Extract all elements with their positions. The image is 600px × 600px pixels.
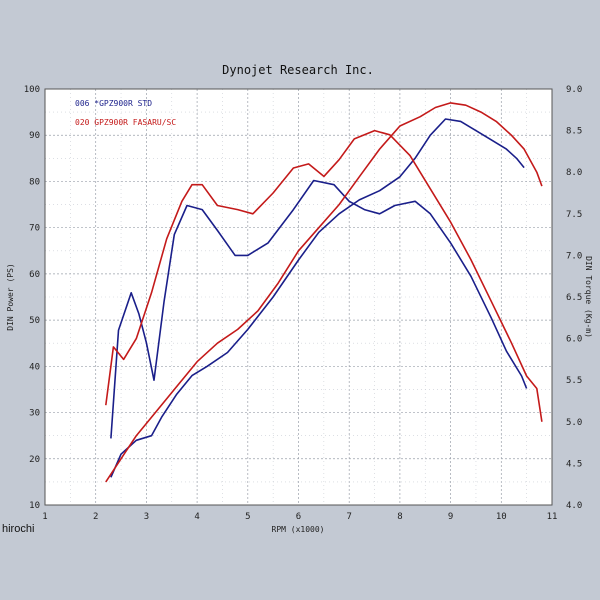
x-tick-label: 6	[296, 512, 301, 522]
y-left-tick-label: 20	[29, 455, 40, 465]
x-tick-label: 9	[448, 512, 453, 522]
plot-border	[44, 88, 553, 506]
x-tick-label: 10	[496, 512, 507, 522]
x-tick-label: 1	[42, 512, 47, 522]
x-tick-label: 2	[93, 512, 98, 522]
legend-entry-std: 006 *GPZ900R STD	[75, 99, 152, 108]
x-tick-label: 11	[547, 512, 558, 522]
y-right-tick-label: 5.0	[566, 418, 582, 428]
y-axis-left-label: DIN Power (PS)	[6, 263, 15, 330]
legend-entry-fasaru: 020 GPZ900R FASARU/SC	[75, 118, 176, 127]
y-right-tick-label: 4.5	[566, 459, 582, 469]
torque-line-fasaru	[105, 129, 543, 422]
x-tick-label: 5	[245, 512, 250, 522]
chart-title: Dynojet Research Inc.	[222, 63, 374, 77]
y-right-tick-label: 6.0	[566, 335, 582, 345]
torque-line-std	[110, 179, 528, 439]
y-right-tick-label: 4.0	[566, 501, 582, 511]
y-left-tick-label: 90	[29, 131, 40, 141]
y-axis-right-label: DIN Torque (Kg-m)	[584, 256, 593, 338]
y-left-tick-label: 50	[29, 316, 40, 326]
y-right-tick-label: 8.0	[566, 168, 582, 178]
y-left-tick-label: 80	[29, 177, 40, 187]
y-right-tick-label: 7.0	[566, 251, 582, 261]
watermark-text: hirochi	[2, 523, 34, 535]
y-left-tick-label: 40	[29, 362, 40, 372]
grid	[44, 88, 553, 506]
y-right-tick-label: 5.5	[566, 376, 582, 386]
x-axis-label: RPM (x1000)	[272, 525, 325, 534]
x-tick-label: 7	[346, 512, 351, 522]
y-right-tick-label: 8.5	[566, 127, 582, 137]
power-line-std	[110, 118, 525, 478]
x-tick-label: 4	[194, 512, 199, 522]
y-right-tick-label: 6.5	[566, 293, 582, 303]
x-tick-label: 3	[144, 512, 149, 522]
y-left-tick-label: 70	[29, 224, 40, 234]
y-left-tick-label: 60	[29, 270, 40, 280]
y-right-tick-label: 9.0	[566, 85, 582, 95]
x-tick-label: 8	[397, 512, 402, 522]
y-right-tick-label: 7.5	[566, 210, 582, 220]
y-left-tick-label: 10	[29, 501, 40, 511]
y-left-tick-label: 100	[24, 85, 40, 95]
y-left-tick-label: 30	[29, 409, 40, 419]
power-line-fasaru	[105, 102, 543, 483]
